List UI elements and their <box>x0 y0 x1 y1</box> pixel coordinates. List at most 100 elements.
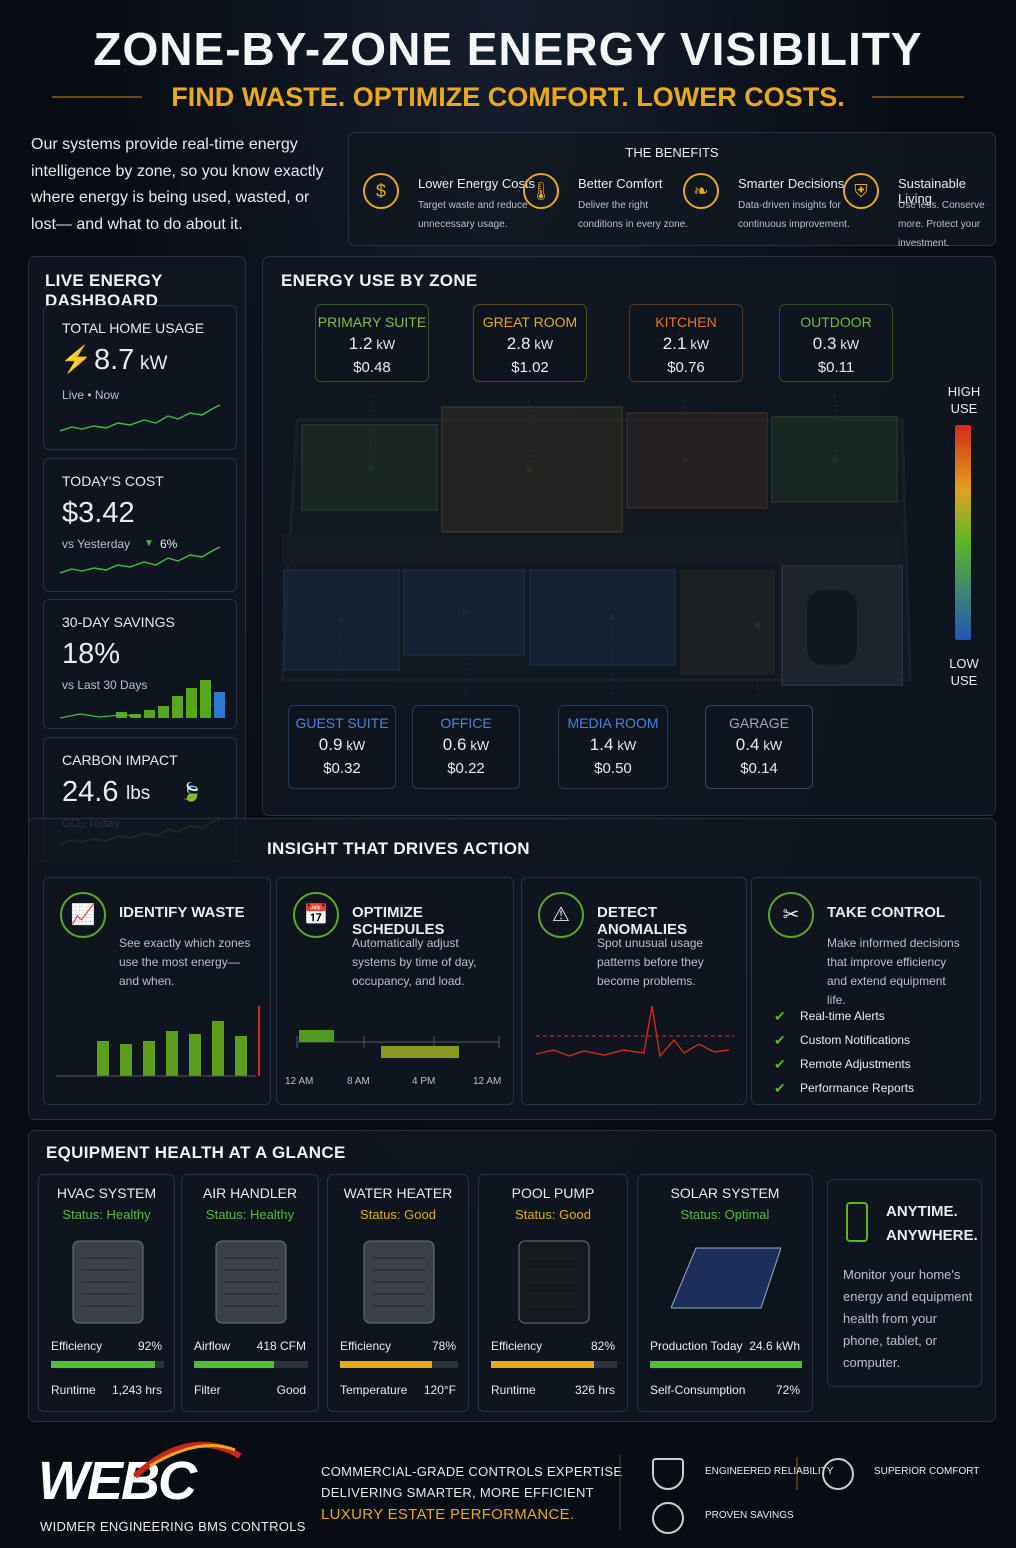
zone-name: GARAGE <box>729 715 789 731</box>
insight-card-title: OPTIMIZE SCHEDULES <box>352 904 445 938</box>
card-value: $3.42 <box>62 497 135 529</box>
zone-cost: $0.11 <box>817 359 855 376</box>
zone-label: OFFICE 0.6 kW $0.22 <box>412 705 520 789</box>
badge-icon <box>822 1458 854 1490</box>
insight-card: 📅 OPTIMIZE SCHEDULES Automatically adjust … <box>276 877 514 1105</box>
schedule-axis-label: 4 PM <box>412 1076 436 1087</box>
benefit-title: Better Comfort <box>578 176 663 191</box>
spark-bar <box>186 688 197 718</box>
control-item: Performance Reports <box>800 1081 915 1095</box>
waste-bar <box>212 1021 224 1076</box>
zone-cost: $0.76 <box>667 359 705 376</box>
equipment-card: WATER HEATER Status: Good Efficiency 78% Tem… <box>327 1174 469 1412</box>
metric-label: Efficiency <box>51 1339 103 1353</box>
zone-kw-row: 1.4 kW <box>559 735 667 755</box>
card-unit: kW <box>140 353 168 374</box>
equipment-status: Status: Good <box>360 1207 436 1222</box>
benefit-icon: ⛨ <box>843 173 879 209</box>
insight-card: ⚠ DETECT ANOMALIES Spot unusual usage patt… <box>521 877 747 1105</box>
benefit-icon: 🌡 <box>523 173 559 209</box>
badge-icon <box>652 1502 684 1534</box>
metric-label: Efficiency <box>340 1339 392 1353</box>
check: ✔ <box>774 1032 786 1048</box>
mini-chart <box>535 1005 734 1058</box>
efficiency-bar <box>340 1361 433 1368</box>
equipment-image <box>72 1240 143 1324</box>
bar-track <box>340 1361 458 1368</box>
logo-swoosh <box>132 1441 242 1479</box>
zone-unit: kW <box>690 337 710 352</box>
benefit-icon: $ <box>363 173 399 209</box>
benefits-title: THE BENEFITS <box>625 145 719 160</box>
zone-unit: kW <box>763 738 783 753</box>
tagline: LUXURY ESTATE PERFORMANCE. <box>321 1506 575 1523</box>
zone-name: OUTDOOR <box>800 314 872 330</box>
metric-label: Runtime <box>491 1383 536 1397</box>
mini-chart <box>296 1030 500 1058</box>
schedule-on <box>381 1046 459 1058</box>
control-item: Real-time Alerts <box>800 1009 885 1023</box>
bolt-icon: ⚡ <box>60 344 93 374</box>
equipment-status: Status: Healthy <box>62 1207 151 1222</box>
check: ✔ <box>774 1008 786 1024</box>
dashboard-card: TOTAL HOME USAGE ⚡ 8.7 kW Live • Now <box>43 305 237 450</box>
mobile-text: Monitor your home's energy and equipment… <box>843 1267 973 1370</box>
insight-card-title: IDENTIFY WASTE <box>119 904 245 921</box>
schedule-axis-label: 12 AM <box>285 1076 314 1087</box>
card-change: 6% <box>160 537 178 551</box>
dashboard-card: 30-DAY SAVINGS 18% vs Last 30 Days <box>43 599 237 729</box>
metric-value: 92% <box>137 1339 162 1353</box>
spark-bar <box>172 696 183 718</box>
zone-cost: $0.48 <box>353 359 391 376</box>
insight-card: ✂ TAKE CONTROL Make informed decisions tha… <box>751 877 981 1105</box>
insight-panel: INSIGHT THAT DRIVES ACTION 📈 IDENTIFY WAST… <box>28 818 996 1120</box>
card-note: Live • Now <box>62 388 119 402</box>
zone-cost: $0.32 <box>323 760 361 777</box>
zone-kw: 0.3 <box>812 334 837 353</box>
equipment-status: Status: Optimal <box>680 1207 770 1222</box>
metric-value: 78% <box>431 1339 456 1353</box>
zone-kw: 0.4 <box>735 735 760 754</box>
insight-icon: 📅 <box>293 892 339 938</box>
gradient-bar <box>955 425 971 640</box>
dashboard-panel: LIVE ENERGY DASHBOARD TOTAL HOME USAGE ⚡ 8.… <box>28 256 246 863</box>
metric-value: 24.6 kWh <box>749 1339 800 1353</box>
card-unit: lbs <box>126 783 151 804</box>
zone-cost: $0.50 <box>594 760 632 777</box>
metric-label: Self-Consumption <box>650 1383 746 1397</box>
efficiency-bar <box>650 1361 802 1368</box>
sparkline <box>60 404 221 432</box>
tagline: COMMERCIAL-GRADE CONTROLS EXPERTISE <box>321 1464 623 1479</box>
subtitle: FIND WASTE. OPTIMIZE COMFORT. LOWER COST… <box>171 82 845 112</box>
insight-icon: 📈 <box>60 892 106 938</box>
insight-card-title: TAKE CONTROL <box>827 904 946 921</box>
control-item: Custom Notifications <box>800 1033 911 1047</box>
zone-kw: 2.8 <box>506 334 531 353</box>
badge-text: ENGINEERED RELIABILITY <box>705 1466 834 1477</box>
schedule-on <box>299 1030 334 1042</box>
bar-track <box>491 1361 617 1368</box>
card-value: 24.6 <box>62 776 119 808</box>
efficiency-bar <box>491 1361 595 1368</box>
zone-label: OUTDOOR 0.3 kW $0.11 <box>779 304 893 382</box>
card-note: vs Last 30 Days <box>62 678 148 692</box>
benefit-text: Use less. Conserve more. Protect your in… <box>898 200 985 249</box>
zone-name: PRIMARY SUITE <box>317 314 427 330</box>
check: ✔ <box>774 1056 786 1072</box>
use-legend <box>955 425 971 640</box>
swoosh <box>149 1444 236 1468</box>
swoosh <box>132 1441 242 1479</box>
bar-track <box>650 1361 802 1368</box>
zone-unit: kW <box>534 337 554 352</box>
equipment-name: POOL PUMP <box>511 1185 595 1201</box>
zone-unit: kW <box>840 337 860 352</box>
equipment-name: SOLAR SYSTEM <box>670 1185 780 1201</box>
zone-kw-row: 2.1 kW <box>630 334 742 354</box>
zones-panel: ENERGY USE BY ZONE PRIMARY SUITE 1.2 kW $0.4… <box>262 256 996 816</box>
card-label: 30-DAY SAVINGS <box>62 614 175 630</box>
control-item: Remote Adjustments <box>800 1057 911 1071</box>
spark-line <box>60 546 221 574</box>
zone-name: GUEST SUITE <box>295 715 389 731</box>
zones-title: ENERGY USE BY ZONE <box>281 271 478 290</box>
equipment-image <box>363 1240 435 1324</box>
